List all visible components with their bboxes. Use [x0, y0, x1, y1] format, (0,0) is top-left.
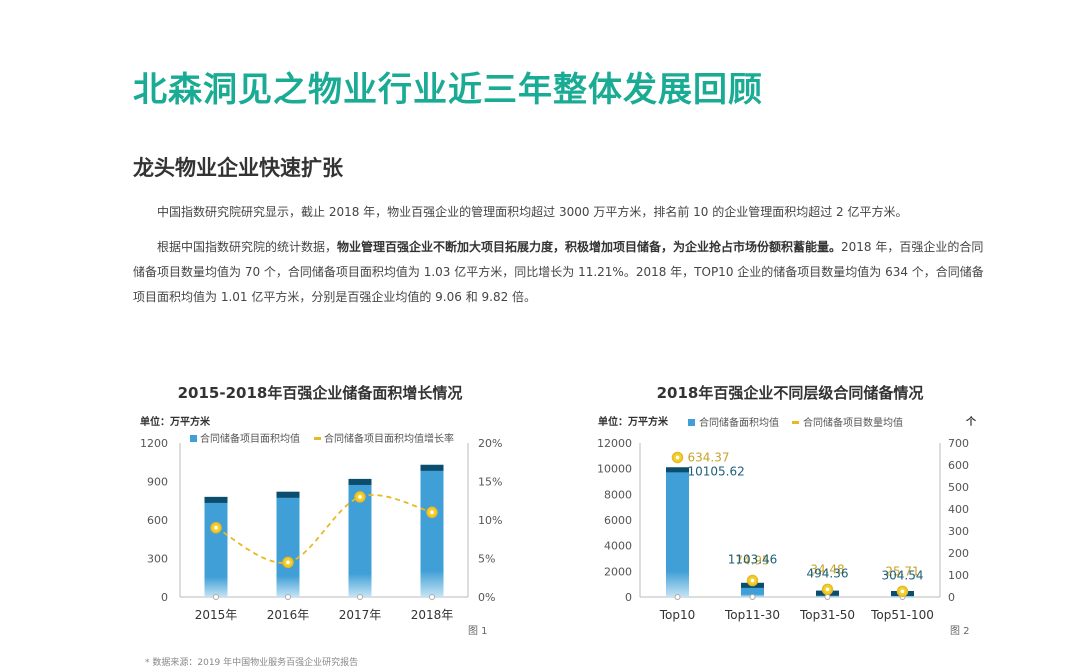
y-right-tick: 300	[948, 525, 969, 538]
page-title: 北森洞见之物业行业近三年整体发展回顾	[133, 70, 763, 110]
y-right-tick: 15%	[478, 476, 502, 489]
y-left-tick: 600	[147, 514, 168, 527]
legend-swatch-bar	[688, 419, 695, 426]
y-right-tick: 200	[948, 547, 969, 560]
y-right-tick: 5%	[478, 553, 495, 566]
legend-label-bar: 合同储备项目面积均值	[200, 432, 300, 445]
data-source-note: * 数据来源：2019 年中国物业服务百强企业研究报告	[145, 658, 359, 668]
chart-title: 2015-2018年百强企业储备面积增长情况	[178, 384, 463, 402]
y-right-tick: 20%	[478, 437, 502, 450]
count-marker-center	[825, 587, 830, 592]
paragraph-2-lead: 根据中国指数研究院的统计数据，	[157, 240, 338, 254]
y-left-tick: 300	[147, 553, 168, 566]
y-right-tick: 700	[948, 437, 969, 450]
y-left-tick: 6000	[604, 514, 632, 527]
chart-title: 2018年百强企业不同层级合同储备情况	[657, 384, 924, 402]
unit-label: 单位：万平方米	[598, 415, 669, 428]
x-tick: 2018年	[411, 608, 454, 622]
legend-swatch-bar	[190, 435, 197, 442]
x-tick: 2016年	[267, 608, 310, 622]
count-data-label: 34.48	[810, 562, 844, 576]
bar-cap	[666, 467, 689, 473]
y-left-tick: 12000	[597, 437, 632, 450]
area-data-label: 10105.62	[688, 464, 745, 478]
y-left-tick: 0	[161, 591, 168, 604]
axis-dot	[749, 594, 756, 600]
growth-point-center	[358, 495, 362, 499]
bar	[276, 491, 300, 597]
growth-point-center	[286, 560, 290, 565]
paragraph-2-bold: 物业管理百强企业不断加大项目拓展力度，积极增加项目储备，为企业抢占市场份额积蓄能…	[337, 240, 842, 254]
count-data-label: 74.95	[735, 554, 769, 568]
bar-cap	[348, 478, 372, 485]
y-right-tick: 600	[948, 459, 969, 472]
unit-label: 单位：万平方米	[140, 415, 211, 428]
y-left-tick: 0	[625, 591, 632, 604]
growth-point-center	[214, 525, 218, 530]
legend-swatch-line	[314, 437, 321, 440]
axis-dot	[285, 594, 291, 600]
count-data-label: 25.71	[885, 564, 919, 578]
figure-label: 图 1	[468, 625, 488, 637]
axis-dot	[674, 594, 681, 600]
area-data-label: 494.36	[807, 566, 849, 580]
area-data-label: 1103.46	[728, 553, 778, 567]
y-right-tick: 0	[948, 591, 955, 604]
figure-label: 图 2	[950, 625, 970, 637]
count-marker-center	[675, 455, 680, 460]
growth-line	[215, 494, 433, 564]
bar-cap	[420, 464, 444, 471]
legend-label-line: 合同储备项目面积均值增长率	[324, 432, 454, 445]
y-right-tick: 0%	[478, 591, 495, 604]
y-right-tick: 400	[948, 503, 969, 516]
x-tick: Top11-30	[724, 608, 780, 622]
y-left-tick: 900	[147, 476, 168, 489]
bar	[420, 464, 444, 597]
axis-dot	[357, 594, 363, 600]
axis-dot	[213, 594, 219, 600]
unit-label-right: 个	[965, 415, 977, 428]
x-tick: Top31-50	[799, 608, 855, 622]
x-tick: 2017年	[339, 608, 382, 622]
bar	[666, 467, 689, 597]
paragraph-2: 根据中国指数研究院的统计数据，物业管理百强企业不断加大项目拓展力度，积极增加项目…	[133, 235, 988, 310]
x-tick: Top51-100	[870, 608, 934, 622]
y-right-tick: 500	[948, 481, 969, 494]
bar	[348, 478, 372, 597]
y-left-tick: 4000	[604, 540, 632, 553]
count-marker-center	[750, 578, 755, 583]
axis-dot	[429, 594, 435, 600]
y-left-tick: 8000	[604, 488, 632, 501]
area-data-label: 304.54	[882, 568, 924, 582]
axis-dot	[824, 594, 831, 600]
bar-cap	[204, 496, 228, 503]
y-right-tick: 10%	[478, 514, 502, 527]
paragraph-1: 中国指数研究院研究显示，截止 2018 年，物业百强企业的管理面积均超过 300…	[157, 205, 908, 219]
section-title: 龙头物业企业快速扩张	[133, 156, 343, 180]
x-tick: Top10	[659, 608, 696, 622]
legend-label-bar: 合同储备面积均值	[699, 416, 779, 429]
count-data-label: 634.37	[688, 450, 730, 464]
bar	[204, 496, 228, 597]
y-left-tick: 2000	[604, 565, 632, 578]
y-left-tick: 10000	[597, 463, 632, 476]
legend-swatch-marker	[792, 421, 799, 424]
count-marker-center	[900, 589, 905, 594]
legend-label-marker: 合同储备项目数量均值	[803, 416, 903, 429]
bar-cap	[276, 491, 300, 498]
y-left-tick: 1200	[140, 437, 168, 450]
y-right-tick: 100	[948, 569, 969, 582]
growth-point-center	[430, 510, 434, 515]
x-tick: 2015年	[195, 608, 238, 622]
paragraph-2-tail: 2018 年，百强企业的合同储备项目数量均值为 70 个，合同储备项目面积均值为…	[133, 240, 984, 304]
